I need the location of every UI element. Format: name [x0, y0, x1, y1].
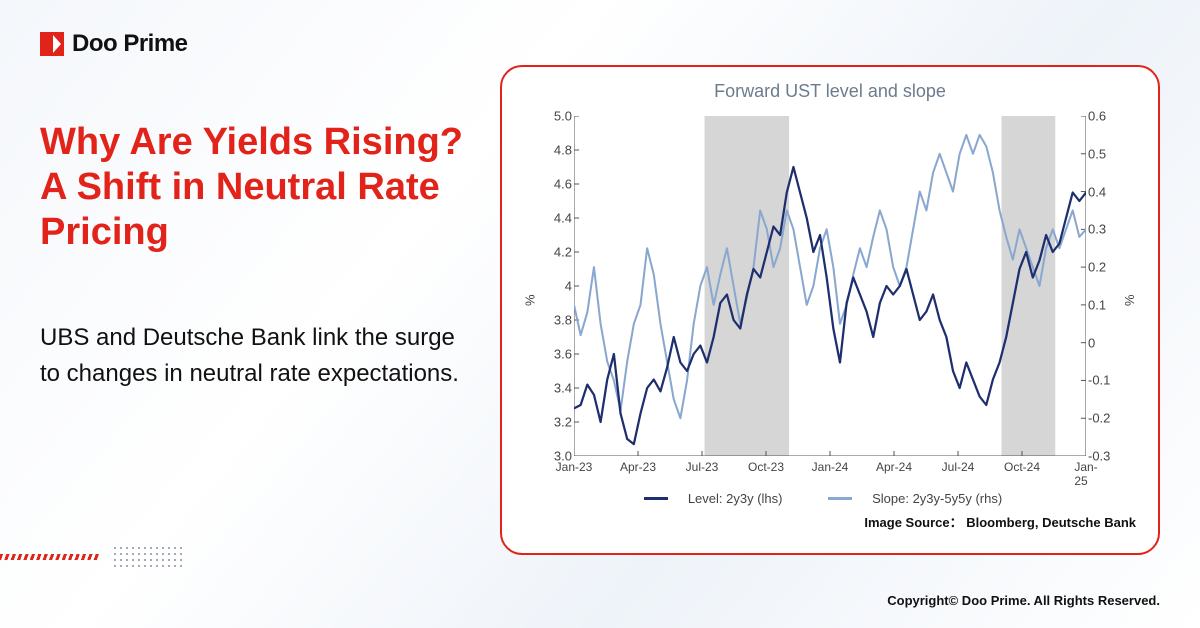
logo-mark-icon	[40, 32, 64, 56]
x-axis: Jan-23Apr-23Jul-23Oct-23Jan-24Apr-24Jul-…	[574, 460, 1086, 478]
logo: Doo Prime	[40, 30, 188, 58]
subheadline: UBS and Deutsche Bank link the surge to …	[40, 320, 460, 392]
accent-red-stripe	[0, 554, 100, 560]
legend-swatch-slope	[828, 497, 852, 500]
y-axis-right-label: %	[1123, 294, 1138, 306]
legend-label-level: Level: 2y3y (lhs)	[688, 491, 783, 506]
legend-item-slope: Slope: 2y3y-5y5y (rhs)	[828, 491, 1016, 506]
legend: Level: 2y3y (lhs) Slope: 2y3y-5y5y (rhs)	[574, 488, 1086, 506]
chart-title: Forward UST level and slope	[524, 81, 1136, 102]
plot-svg	[574, 116, 1086, 456]
plot-canvas	[574, 116, 1086, 456]
legend-swatch-level	[644, 497, 668, 500]
chart-card: Forward UST level and slope 5.04.84.64.4…	[500, 65, 1160, 555]
image-source: Image Source： Bloomberg, Deutsche Bank	[524, 512, 1136, 531]
accent-stripe	[0, 545, 182, 569]
copyright: Copyright© Doo Prime. All Rights Reserve…	[887, 593, 1160, 608]
y-axis-right: 0.60.50.40.30.20.10-0.1-0.2-0.3	[1088, 116, 1136, 456]
accent-dot-grid	[112, 545, 182, 569]
logo-text: Doo Prime	[72, 30, 188, 58]
y-axis-left: 5.04.84.64.44.243.83.63.43.23.0	[524, 116, 572, 456]
legend-label-slope: Slope: 2y3y-5y5y (rhs)	[872, 491, 1002, 506]
y-axis-left-label: %	[523, 294, 538, 306]
headline: Why Are Yields Rising?A Shift in Neutral…	[40, 120, 480, 254]
legend-item-level: Level: 2y3y (lhs)	[644, 491, 797, 506]
chart-plot-area: 5.04.84.64.44.243.83.63.43.23.0 % 0.60.5…	[524, 106, 1136, 506]
